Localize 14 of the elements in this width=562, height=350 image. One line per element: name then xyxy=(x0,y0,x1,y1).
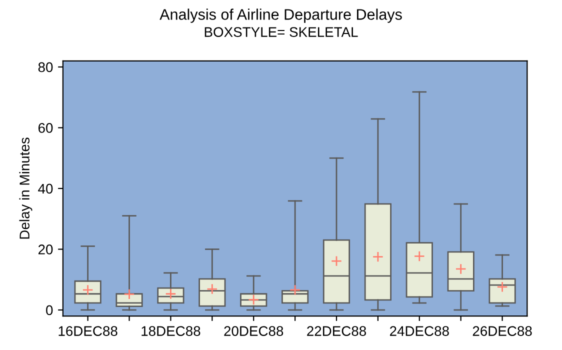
x-tick-label: 20DEC88 xyxy=(224,326,284,336)
chart-subtitle: BOXSTYLE= SKELETAL xyxy=(204,27,358,37)
y-tick-label: 20 xyxy=(38,244,53,254)
x-tick-label: 18DEC88 xyxy=(142,326,200,336)
y-tick-label: 40 xyxy=(38,184,53,194)
y-tick-label: 60 xyxy=(38,123,53,133)
x-tick-label: 26DEC88 xyxy=(472,326,532,336)
x-tick-label: 22DEC88 xyxy=(307,326,366,336)
y-tick-label: 0 xyxy=(46,305,53,316)
y-tick-label: 80 xyxy=(38,62,53,72)
y-axis-title: Delay in Minutes xyxy=(19,138,32,239)
chart-title: Analysis of Airline Departure Delays xyxy=(160,8,402,23)
x-tick-label: 16DEC88 xyxy=(58,326,118,336)
x-tick-label: 24DEC88 xyxy=(390,326,449,336)
